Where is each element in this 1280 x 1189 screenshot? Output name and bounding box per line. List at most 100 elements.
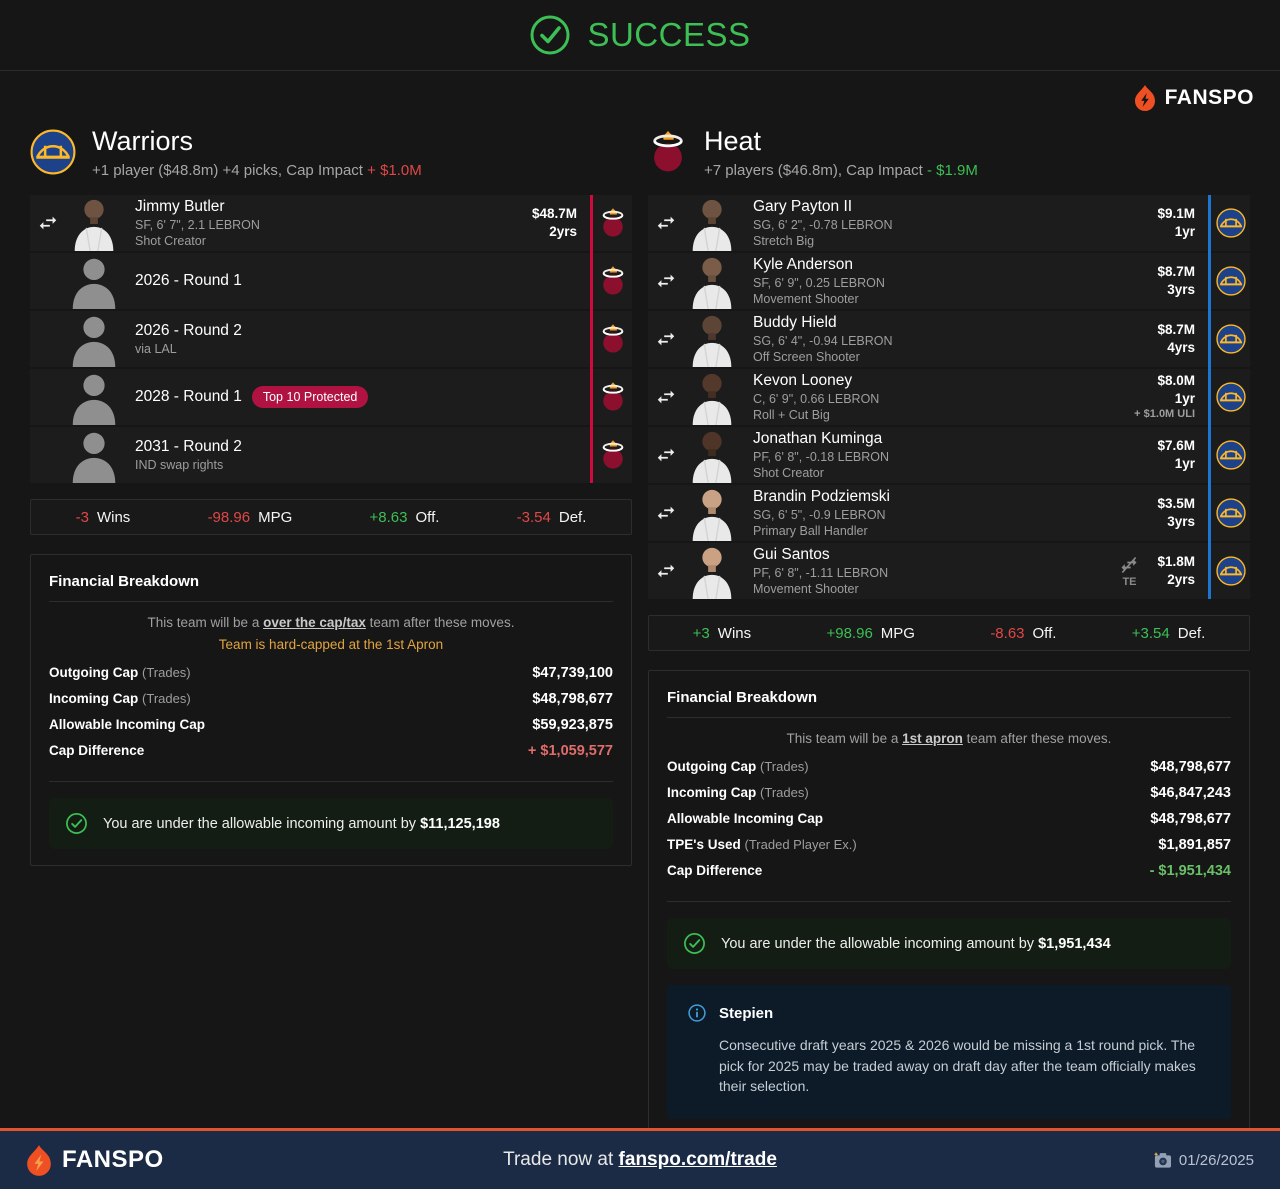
salary-amount: $8.7M — [1157, 322, 1195, 338]
player-details: SF, 6' 9", 0.25 LEBRON — [753, 276, 885, 290]
success-label: SUCCESS — [587, 16, 751, 53]
player-details: SG, 6' 2", -0.78 LEBRON — [753, 218, 893, 232]
stat-def: +3.54 Def. — [1131, 624, 1206, 642]
salary-amount: $8.0M — [1157, 373, 1195, 389]
salary-years: 1yr — [1174, 390, 1195, 406]
note-prefix: This team will be a — [147, 615, 264, 630]
cap-status-link[interactable]: 1st apron — [902, 731, 963, 746]
te-label: TE — [1122, 575, 1137, 588]
trade-columns: Warriors +1 player ($48.8m) +4 picks, Ca… — [0, 115, 1280, 1137]
player-archetype: Shot Creator — [753, 466, 824, 480]
player-photo — [684, 543, 740, 599]
fin-row-allowable: Allowable Incoming Cap $59,923,875 — [49, 717, 613, 733]
player-name: Kevon Looney — [753, 372, 853, 389]
salary-amount: $48.7M — [531, 206, 577, 222]
stepien-body: Consecutive draft years 2025 & 2026 woul… — [719, 1037, 1196, 1095]
salary-block: $48.7M 2yrs — [532, 205, 593, 240]
player-row[interactable]: Gary Payton II SG, 6' 2", -0.78 LEBRON S… — [648, 195, 1250, 251]
pick-silhouette — [66, 253, 122, 309]
player-row[interactable]: Brandin Podziemski SG, 6' 5", -0.9 LEBRO… — [648, 485, 1250, 541]
salary-amount: $7.6M — [1157, 438, 1195, 454]
check-circle-icon — [65, 812, 88, 835]
cap-status-link[interactable]: over the cap/tax — [263, 615, 366, 630]
player-row[interactable]: Kyle Anderson SF, 6' 9", 0.25 LEBRON Mov… — [648, 253, 1250, 309]
player-name: Jimmy Butler — [135, 198, 225, 215]
footer-cta: Trade now at fanspo.com/trade — [503, 1149, 777, 1171]
salary-block: $7.6M 1yr — [1157, 437, 1211, 472]
team-name: Warriors — [92, 125, 193, 156]
trade-exception-indicator: TE — [1119, 555, 1157, 588]
player-row[interactable]: Gui Santos PF, 6' 8", -1.11 LEBRON Movem… — [648, 543, 1250, 599]
pick-name: 2026 - Round 1 — [135, 272, 242, 289]
salary-amount: $8.7M — [1157, 264, 1195, 280]
pick-row[interactable]: 2026 - Round 2 via LAL — [30, 311, 632, 367]
pick-row[interactable]: 2028 - Round 1 Top 10 Protected — [30, 369, 632, 425]
warriors-financial-card: Financial Breakdown This team will be a … — [30, 554, 632, 866]
swap-arrows-icon[interactable] — [648, 386, 684, 408]
camera-icon — [1153, 1151, 1172, 1169]
cta-prefix: Trade now at — [503, 1149, 619, 1170]
swap-arrows-icon[interactable] — [648, 502, 684, 524]
financial-title: Financial Breakdown — [49, 573, 613, 602]
swap-arrows-icon[interactable] — [30, 212, 66, 234]
swap-arrows-icon[interactable] — [648, 560, 684, 582]
player-name: Brandin Podziemski — [753, 488, 890, 505]
pick-row[interactable]: 2026 - Round 1 — [30, 253, 632, 309]
swap-arrows-icon[interactable] — [648, 444, 684, 466]
swap-arrows-icon[interactable] — [648, 270, 684, 292]
warriors-logo-icon — [1211, 498, 1250, 528]
warriors-logo-icon — [1211, 440, 1250, 470]
swap-arrows-icon[interactable] — [648, 212, 684, 234]
salary-block: $8.7M 4yrs — [1157, 321, 1211, 356]
no-aggregate-icon — [1119, 555, 1139, 575]
heat-logo-icon — [593, 323, 632, 355]
pick-name: 2028 - Round 1 — [135, 388, 242, 405]
info-icon — [687, 1003, 707, 1023]
player-photo — [684, 311, 740, 367]
swap-arrows-icon[interactable] — [648, 328, 684, 350]
fin-row-outgoing: Outgoing Cap (Trades) $47,739,100 — [49, 665, 613, 681]
salary-block: $1.8M 2yrs — [1157, 553, 1211, 588]
stat-mpg: -98.96 MPG — [207, 508, 293, 526]
success-header: SUCCESS — [0, 0, 1280, 71]
cap-impact-value: + $1.0M — [367, 161, 422, 179]
trade-link[interactable]: fanspo.com/trade — [618, 1149, 777, 1170]
hard-cap-warning: Team is hard-capped at the 1st Apron — [218, 637, 444, 652]
pick-silhouette — [66, 311, 122, 367]
salary-amount: $9.1M — [1157, 206, 1195, 222]
top-brand: FANSPO — [0, 71, 1280, 113]
player-row[interactable]: Buddy Hield SG, 6' 4", -0.94 LEBRON Off … — [648, 311, 1250, 367]
player-row[interactable]: Jimmy Butler SF, 6' 7", 2.1 LEBRON Shot … — [30, 195, 632, 251]
player-name: Gui Santos — [753, 546, 830, 563]
warriors-logo-icon — [30, 129, 76, 175]
pick-note: IND swap rights — [135, 458, 224, 472]
pick-note: via LAL — [135, 342, 177, 356]
pick-row[interactable]: 2031 - Round 2 IND swap rights — [30, 427, 632, 483]
player-photo — [684, 369, 740, 425]
team-summary-text: +7 players ($46.8m), Cap Impact — [704, 161, 928, 179]
stepien-warning-box: Stepien Consecutive draft years 2025 & 2… — [667, 985, 1231, 1120]
pick-silhouette — [66, 369, 122, 425]
salary-years: 2yrs — [1167, 572, 1195, 587]
warriors-logo-icon — [1211, 266, 1250, 296]
player-name: Kyle Anderson — [753, 256, 853, 273]
check-circle-icon — [683, 932, 706, 955]
player-details: SG, 6' 5", -0.9 LEBRON — [753, 508, 886, 522]
warriors-logo-icon — [1211, 556, 1250, 586]
player-archetype: Movement Shooter — [753, 292, 859, 306]
team-summary: +1 player ($48.8m) +4 picks, Cap Impact … — [92, 162, 422, 179]
player-details: PF, 6' 8", -0.18 LEBRON — [753, 450, 890, 464]
salary-block: $9.1M 1yr — [1157, 205, 1211, 240]
player-name: Gary Payton II — [753, 198, 853, 215]
warriors-logo-icon — [1211, 324, 1250, 354]
stat-mpg: +98.96 MPG — [826, 624, 915, 642]
fin-row-incoming: Incoming Cap (Trades) $48,798,677 — [49, 691, 613, 707]
stat-off: -8.63 Off. — [990, 624, 1057, 642]
heat-stats-bar: +3 Wins +98.96 MPG -8.63 Off. +3.54 Def. — [648, 615, 1250, 651]
player-row[interactable]: Kevon Looney C, 6' 9", 0.66 LEBRON Roll … — [648, 369, 1250, 425]
note-suffix: team after these moves. — [962, 731, 1112, 746]
heat-logo-icon — [648, 129, 688, 175]
salary-years: 1yr — [1174, 456, 1195, 471]
stat-def: -3.54 Def. — [516, 508, 587, 526]
player-row[interactable]: Jonathan Kuminga PF, 6' 8", -0.18 LEBRON… — [648, 427, 1250, 483]
